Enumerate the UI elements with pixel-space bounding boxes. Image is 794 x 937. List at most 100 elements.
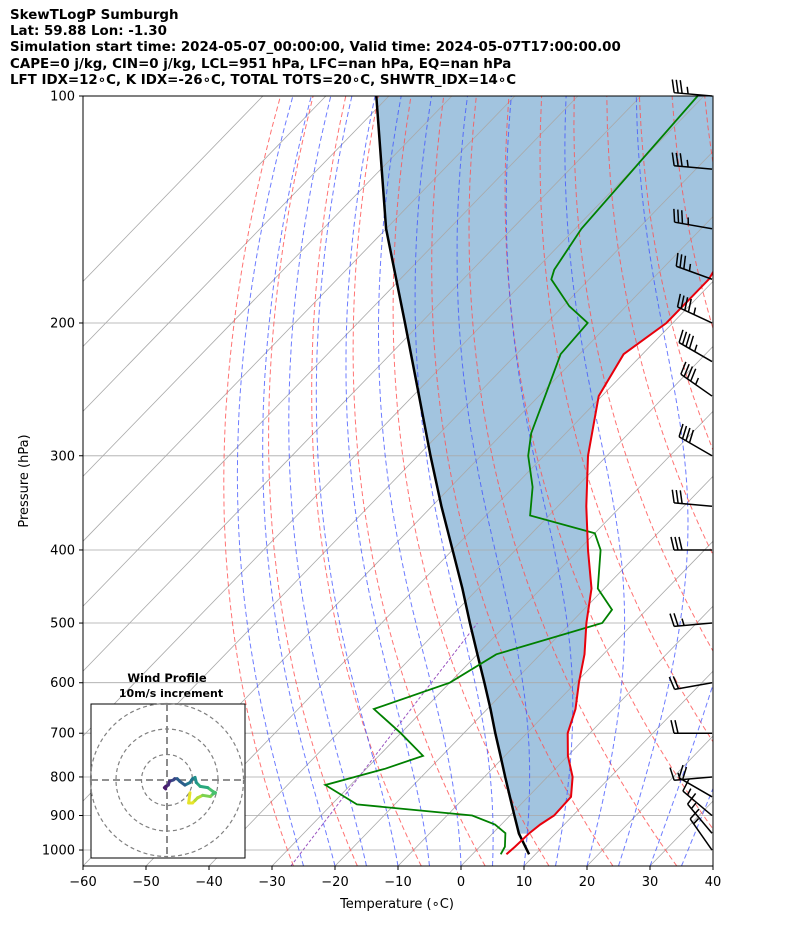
wind-barb [678, 764, 713, 798]
barb-staff [682, 790, 713, 817]
wind-barb [668, 676, 713, 691]
barb-flag [677, 209, 680, 223]
barb-staff [678, 436, 713, 457]
dry-adiabat [352, 96, 486, 866]
moist-adiabat [618, 96, 689, 866]
barb-flag [684, 297, 689, 311]
isotherm-line [586, 735, 713, 866]
hodograph-frame [90, 703, 246, 859]
y-tick-label: 1000 [42, 844, 75, 859]
barb-staff [680, 373, 713, 397]
barb-staff [674, 622, 713, 628]
x-tick-label: 20 [579, 875, 596, 890]
isotherm-line [145, 280, 713, 866]
y-axis-label: Pressure (hPa) [17, 434, 32, 527]
moist-adiabat [378, 96, 462, 866]
isotherm-line [271, 410, 713, 866]
dry-adiabat [268, 96, 358, 866]
title-block: SkewTLogP Sumburgh Lat: 59.88 Lon: -1.30… [10, 8, 790, 89]
barb-flag [681, 425, 688, 439]
y-tick-label: 300 [50, 449, 75, 464]
barb-flag [681, 210, 684, 224]
barb-flag [673, 613, 679, 627]
isotherm-line [83, 96, 453, 477]
wind-barb [680, 361, 713, 397]
barb-half-flag [688, 263, 692, 272]
barb-flag [687, 298, 692, 313]
wind-barb [671, 489, 713, 507]
barb-flag [678, 329, 684, 343]
barb-flag [674, 536, 679, 551]
barb-flag [671, 489, 675, 504]
location-line: Lat: 59.88 Lon: -1.30 [10, 24, 167, 40]
wind-barb [678, 329, 713, 363]
wind-barb [686, 793, 713, 834]
barb-flag [683, 363, 690, 377]
wind-barb [673, 208, 713, 230]
barb-half-flag [693, 344, 698, 352]
y-tick-label: 600 [50, 676, 75, 691]
dewpoint-profile-line [323, 96, 699, 855]
isotherm-line [712, 865, 713, 866]
wind-barb [671, 79, 713, 97]
moist-adiabat [649, 682, 713, 866]
moist-adiabat [712, 864, 713, 866]
hodograph-title: Wind Profile [127, 671, 207, 685]
dry-adiabat [573, 96, 713, 652]
barb-staff [676, 265, 713, 280]
dry-adiabat [770, 96, 794, 866]
x-tick-label: −30 [258, 875, 285, 890]
profiles-layer [323, 96, 713, 856]
hodograph-subtitle: 10m/s increment [119, 687, 223, 700]
x-tick-label: 40 [705, 875, 722, 890]
barb-flag [678, 536, 683, 551]
barb-flag [686, 793, 697, 805]
hodograph: Wind Profile 10m/s increment [89, 671, 246, 859]
x-tick-label: 30 [642, 875, 659, 890]
wind-barb [671, 152, 713, 170]
isotherm-line [334, 475, 713, 866]
barb-flag [678, 423, 684, 437]
wind-barb [678, 423, 713, 457]
barb-flag [688, 335, 695, 349]
barb-flag [685, 333, 691, 347]
wind-barb [675, 252, 713, 280]
barb-staff [674, 91, 713, 97]
x-tick-label: −40 [195, 875, 222, 890]
moist-adiabat [681, 787, 713, 866]
temperature-profile-line [505, 270, 713, 856]
x-tick-label: −60 [69, 875, 96, 890]
barb-flag [680, 295, 685, 309]
x-axis-label: Temperature (∘C) [339, 897, 454, 912]
indices-line: LFT IDX=12∘C, K IDX=-26∘C, TOTAL TOTS=20… [10, 72, 517, 88]
moist-adiabat [288, 96, 367, 866]
barb-half-flag [694, 377, 700, 385]
wind-barb [689, 808, 713, 851]
barb-flag [679, 254, 683, 268]
barb-flag [674, 720, 679, 734]
barb-flag [679, 490, 683, 504]
grid-layer [83, 96, 794, 866]
barb-half-flag [686, 86, 689, 95]
isotherm-line [83, 96, 705, 737]
hodograph-segment [162, 786, 168, 791]
isotherm-line [83, 96, 642, 672]
wind-barb [676, 293, 713, 324]
barb-flag [689, 808, 700, 820]
barb-flag [685, 427, 691, 441]
dry-adiabat [311, 96, 422, 866]
x-tick-label: −10 [384, 875, 411, 890]
y-tick-label: 500 [50, 617, 75, 632]
moist-adiabat [315, 96, 399, 866]
barb-half-flag [686, 159, 689, 168]
isotherm-line [523, 670, 713, 866]
wind-barb [670, 536, 712, 551]
barb-flag [681, 766, 688, 781]
barb-flag [671, 152, 675, 166]
barb-flag [675, 79, 679, 94]
dry-adiabat [539, 96, 713, 743]
x-tick-label: 10 [516, 875, 533, 890]
barb-staff [678, 341, 713, 363]
y-tick-label: 200 [50, 316, 75, 331]
mixing-ratio-line [290, 622, 478, 866]
